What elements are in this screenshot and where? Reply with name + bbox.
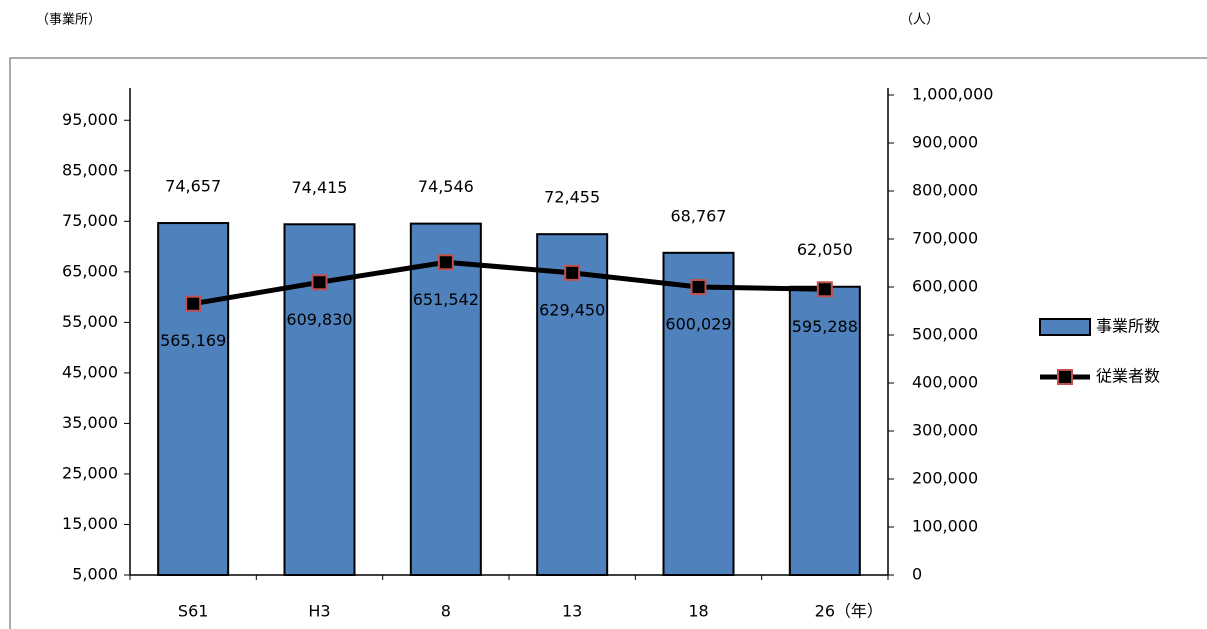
bar-label: 62,050 (797, 240, 853, 259)
y-tick-label: 5,000 (72, 565, 118, 584)
x-tick-label: 18 (688, 602, 708, 621)
marker (437, 254, 454, 271)
y2-tick-label: 200,000 (912, 469, 978, 488)
y2-tick-label: 100,000 (912, 517, 978, 536)
x-tick-label: H3 (308, 602, 330, 621)
legend-label: 事業所数 (1096, 317, 1160, 336)
y-tick-label: 15,000 (62, 514, 118, 533)
line-label: 595,288 (792, 317, 858, 336)
y2-tick-label: 1,000,000 (912, 85, 993, 104)
marker (564, 264, 581, 281)
y2-unit: （人） (900, 13, 939, 28)
line-label: 565,169 (160, 331, 226, 350)
y-tick-label: 35,000 (62, 413, 118, 432)
y2-tick-label: 400,000 (912, 373, 978, 392)
marker (311, 274, 328, 291)
y2-tick-label: 900,000 (912, 133, 978, 152)
bar (536, 233, 609, 576)
marker (185, 295, 202, 312)
y2-tick-label: 800,000 (912, 181, 978, 200)
bar (157, 222, 230, 577)
y-tick-label: 95,000 (62, 110, 118, 129)
line-label: 651,542 (413, 290, 479, 309)
bar (788, 285, 861, 576)
line-label: 609,830 (286, 310, 352, 329)
legend-label: 従業者数 (1096, 367, 1160, 386)
y-tick-label: 45,000 (62, 362, 118, 381)
marker (816, 281, 833, 298)
y2-tick-label: 500,000 (912, 325, 978, 344)
x-tick-label: S61 (178, 602, 209, 621)
bar (409, 222, 482, 576)
legend-swatch (1039, 318, 1091, 336)
y-tick-label: 85,000 (62, 160, 118, 179)
bar (662, 251, 735, 576)
x-tick-label: 8 (441, 602, 451, 621)
x-tick-label: 26 (815, 602, 835, 621)
marker (690, 278, 707, 295)
bar-label: 74,415 (292, 178, 348, 197)
legend-marker (1057, 369, 1073, 385)
line (192, 259, 825, 307)
bar-label: 72,455 (544, 188, 600, 207)
y2-tick-label: 300,000 (912, 421, 978, 440)
bar-label: 74,657 (165, 177, 221, 196)
line-label: 629,450 (539, 300, 605, 319)
line-label: 600,029 (665, 314, 731, 333)
bar-label: 74,546 (418, 177, 474, 196)
bar-label: 68,767 (671, 206, 727, 225)
y-tick-label: 75,000 (62, 211, 118, 230)
y-unit: （事業所） (36, 12, 101, 28)
y-tick-label: 25,000 (62, 463, 118, 482)
y2-tick-label: 700,000 (912, 229, 978, 248)
y2-tick-label: 600,000 (912, 277, 978, 296)
chart-frame (9, 57, 1207, 629)
x-unit: （年） (835, 602, 883, 621)
y-tick-label: 65,000 (62, 261, 118, 280)
x-tick-label: 13 (562, 602, 582, 621)
y2-tick-label: 0 (912, 565, 922, 584)
y-tick-label: 55,000 (62, 312, 118, 331)
